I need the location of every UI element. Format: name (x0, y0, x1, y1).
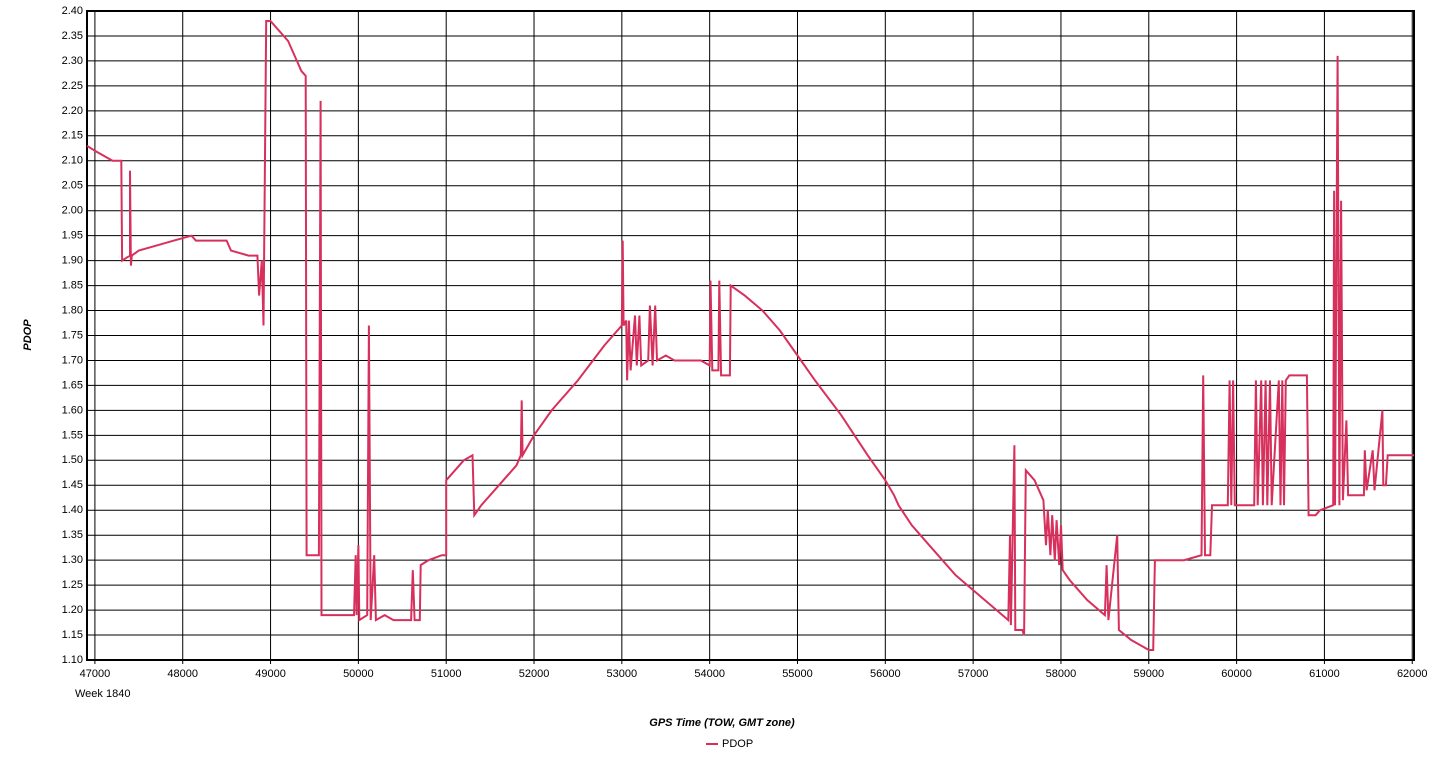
y-tick-label: 1.90 (62, 255, 83, 267)
y-tick-label: 1.15 (62, 629, 83, 641)
y-tick-label: 1.50 (62, 454, 83, 466)
y-tick-label: 2.25 (62, 80, 83, 92)
y-tick-label: 1.25 (62, 579, 83, 591)
x-tick-label: 59000 (1133, 668, 1164, 680)
x-tick-label: 56000 (870, 668, 901, 680)
x-tick-label: 60000 (1221, 668, 1252, 680)
y-tick-label: 1.70 (62, 354, 83, 366)
y-tick-label: 1.65 (62, 379, 83, 391)
x-tick-label: 61000 (1309, 668, 1340, 680)
y-axis-title: PDOP (22, 319, 34, 351)
y-tick-label: 2.00 (62, 205, 83, 217)
x-tick-label: 50000 (343, 668, 374, 680)
y-tick-label: 1.30 (62, 554, 83, 566)
x-tick-label: 52000 (519, 668, 550, 680)
x-tick-label: 49000 (255, 668, 286, 680)
y-tick-label: 1.10 (62, 654, 83, 666)
y-tick-label: 1.80 (62, 304, 83, 316)
y-tick-label: 1.60 (62, 404, 83, 416)
y-tick-label: 2.30 (62, 55, 83, 67)
y-tick-label: 2.10 (62, 155, 83, 167)
x-tick-label: 48000 (167, 668, 198, 680)
x-tick-label: 57000 (958, 668, 989, 680)
y-tick-label: 1.45 (62, 479, 83, 491)
y-tick-label: 2.15 (62, 130, 83, 142)
y-tick-label: 1.75 (62, 329, 83, 341)
x-tick-label: 54000 (694, 668, 725, 680)
y-tick-label: 1.20 (62, 604, 83, 616)
y-tick-label: 2.40 (62, 5, 83, 17)
x-tick-label: 53000 (607, 668, 638, 680)
x-axis-note: Week 1840 (75, 688, 130, 700)
y-tick-label: 1.95 (62, 230, 83, 242)
y-tick-label: 1.55 (62, 429, 83, 441)
x-tick-label: 58000 (1046, 668, 1077, 680)
y-tick-label: 1.85 (62, 279, 83, 291)
plot-border (86, 10, 1415, 661)
legend-label: PDOP (722, 738, 753, 750)
y-tick-label: 1.35 (62, 529, 83, 541)
y-tick-label: 2.35 (62, 30, 83, 42)
data-line (86, 20, 1414, 651)
x-tick-label: 55000 (782, 668, 813, 680)
x-tick-label: 47000 (80, 668, 111, 680)
y-tick-label: 2.20 (62, 105, 83, 117)
x-axis-title: GPS Time (TOW, GMT zone) (649, 717, 795, 729)
x-tick-label: 51000 (431, 668, 462, 680)
y-tick-label: 2.05 (62, 180, 83, 192)
y-tick-label: 1.40 (62, 504, 83, 516)
x-tick-label: 62000 (1397, 668, 1428, 680)
